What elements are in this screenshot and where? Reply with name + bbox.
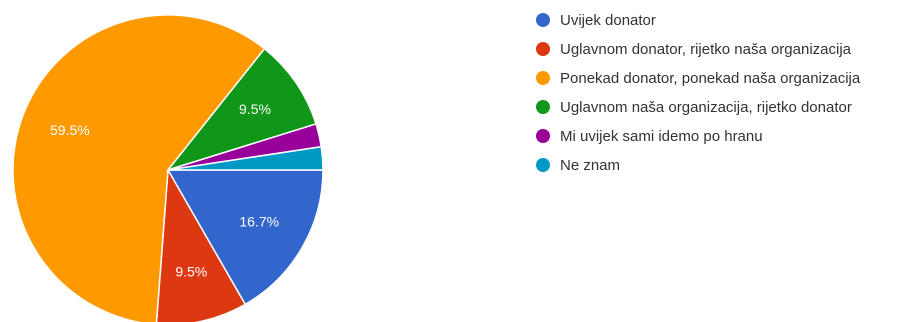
- legend-label: Ne znam: [560, 157, 621, 174]
- legend-item: Mi uvijek sami idemo po hranu: [536, 126, 896, 147]
- legend-color-dot: [536, 13, 550, 27]
- legend-item: Ne znam: [536, 155, 896, 176]
- slice-percent-label: 59.5%: [50, 122, 90, 138]
- slice-percent-label: 9.5%: [239, 101, 271, 117]
- legend-color-dot: [536, 100, 550, 114]
- pie-slice: [12, 14, 266, 322]
- legend-color-dot: [536, 129, 550, 143]
- slice-percent-label: 16.7%: [239, 213, 279, 229]
- legend-label: Uglavnom donator, rijetko naša organizac…: [560, 41, 851, 58]
- pie-slice: [155, 167, 247, 322]
- legend-item: Ponekad donator, ponekad naša organizaci…: [536, 68, 896, 89]
- slice-percent-label: 9.5%: [175, 263, 207, 279]
- legend-color-dot: [536, 42, 550, 56]
- pie-slice: [165, 47, 317, 172]
- pie-slice: [166, 169, 324, 306]
- legend-color-dot: [536, 71, 550, 85]
- legend-item: Uglavnom donator, rijetko naša organizac…: [536, 39, 896, 60]
- chart-legend: Uvijek donator Uglavnom donator, rijetko …: [536, 10, 896, 184]
- pie-chart: 16.7% 9.5% 59.5% 9.5%: [12, 14, 324, 322]
- legend-item: Uglavnom naša organizacija, rijetko dona…: [536, 97, 896, 118]
- legend-item: Uvijek donator: [536, 10, 896, 31]
- legend-color-dot: [536, 158, 550, 172]
- legend-label: Uglavnom naša organizacija, rijetko dona…: [560, 99, 852, 116]
- legend-label: Ponekad donator, ponekad naša organizaci…: [560, 70, 861, 87]
- pie-slice: [167, 145, 324, 171]
- legend-label: Mi uvijek sami idemo po hranu: [560, 128, 763, 145]
- legend-label: Uvijek donator: [560, 12, 656, 29]
